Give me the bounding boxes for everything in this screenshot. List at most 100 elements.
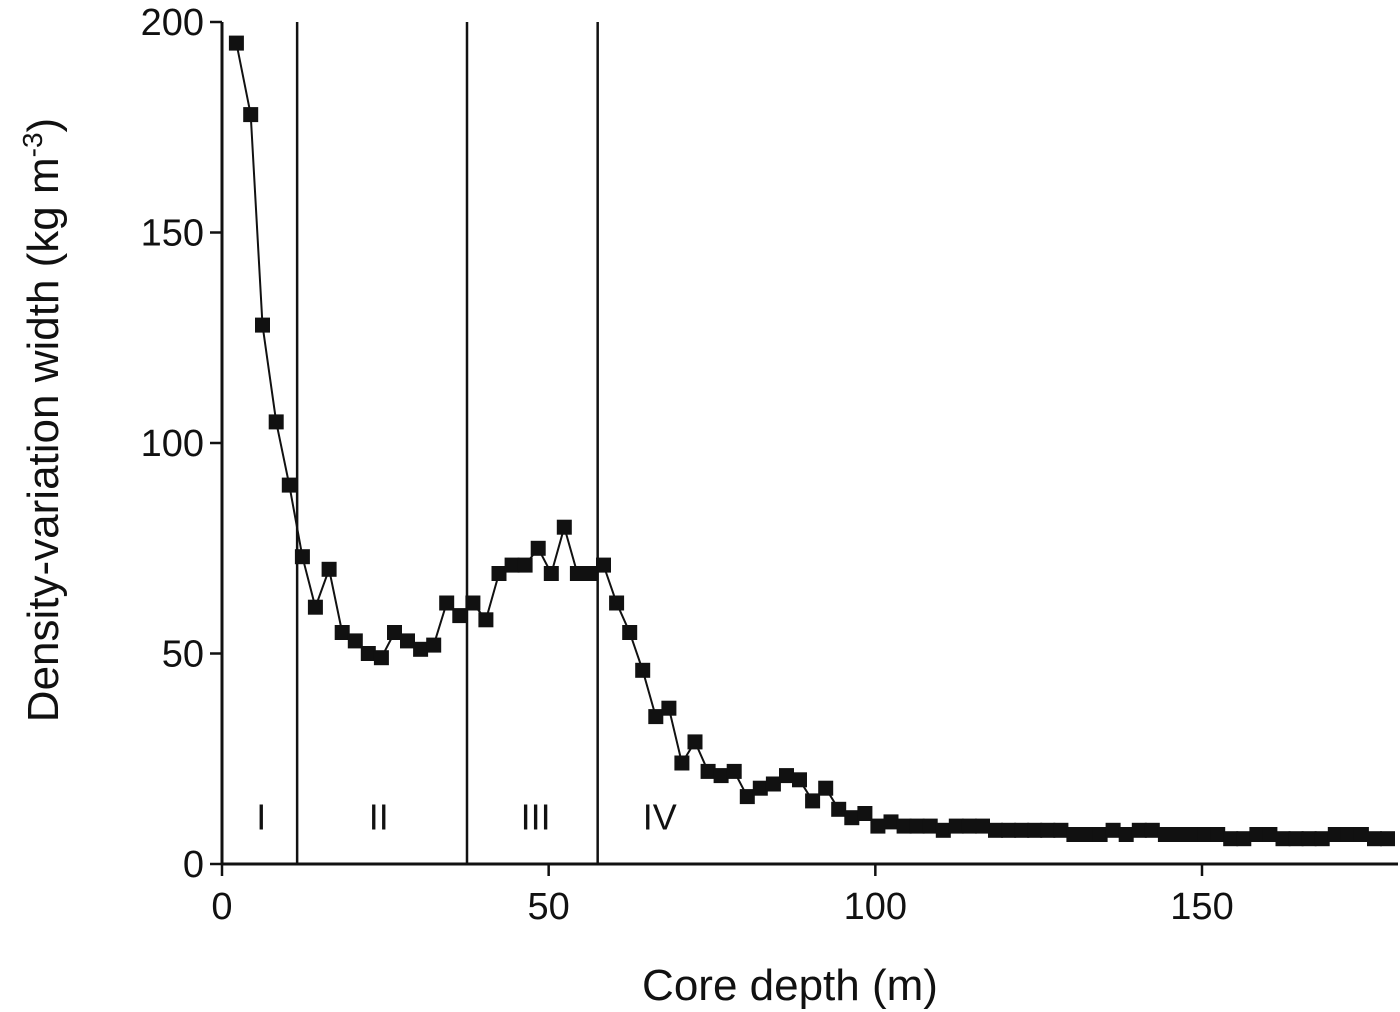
zone-label: I	[256, 797, 266, 838]
data-point	[1171, 827, 1186, 842]
data-point	[844, 810, 860, 826]
data-point	[752, 780, 768, 796]
data-point	[674, 755, 690, 771]
data-point	[543, 566, 559, 581]
data-point	[1314, 831, 1330, 847]
data-point	[294, 549, 310, 565]
y-tick-label: 150	[141, 213, 204, 255]
data-point	[1367, 831, 1382, 847]
data-point	[1327, 827, 1343, 842]
zone-label: III	[521, 797, 551, 838]
data-point	[622, 625, 638, 640]
data-point	[818, 780, 834, 796]
data-point	[596, 557, 611, 573]
data-point	[1131, 822, 1147, 838]
data-point	[491, 566, 507, 581]
data-point	[779, 768, 794, 784]
data-point	[1014, 822, 1030, 838]
data-point	[1301, 831, 1317, 847]
data-point	[268, 414, 284, 430]
y-axis-title: Density-variation width (kg m-3)	[17, 118, 68, 722]
data-point	[1027, 822, 1043, 838]
data-point	[1262, 827, 1278, 842]
y-axis-title-main: Density-variation width (kg m	[19, 157, 68, 722]
data-point	[1118, 827, 1134, 842]
data-point	[948, 818, 964, 834]
data-point	[1236, 831, 1252, 847]
data-point	[465, 595, 481, 611]
y-tick-label: 50	[162, 634, 204, 676]
data-point	[1353, 827, 1369, 842]
data-point	[360, 646, 376, 661]
x-tick-label: 100	[844, 886, 907, 928]
data-point	[883, 814, 899, 830]
data-point	[504, 557, 520, 573]
data-point	[988, 822, 1003, 838]
data-point	[387, 625, 402, 640]
data-series	[228, 35, 1395, 847]
axis-ticks: 0 50 100 150 0 50 100 150 200	[141, 2, 1234, 928]
data-point	[1053, 822, 1069, 838]
data-point	[321, 561, 337, 577]
data-point	[609, 595, 625, 611]
zone-label: IV	[643, 797, 677, 838]
data-point	[281, 477, 297, 493]
data-point	[556, 519, 572, 535]
data-point	[334, 625, 350, 640]
x-tick-label: 150	[1170, 886, 1233, 928]
data-point	[307, 599, 323, 615]
y-tick-label: 100	[141, 423, 204, 465]
data-point	[478, 612, 494, 628]
data-point	[1079, 827, 1095, 842]
data-point	[975, 818, 990, 834]
data-point	[530, 540, 546, 556]
data-point	[805, 793, 821, 809]
data-point	[1184, 827, 1199, 842]
data-point	[961, 818, 977, 834]
data-point	[243, 107, 259, 123]
data-point	[347, 633, 363, 649]
data-point	[909, 818, 925, 834]
y-tick-label: 0	[183, 844, 204, 886]
data-point	[661, 700, 677, 716]
data-point	[1275, 831, 1291, 847]
y-axis-title-superscript: -3	[17, 132, 48, 157]
data-point	[648, 709, 664, 725]
data-point	[517, 557, 533, 573]
zone-boundaries	[295, 22, 599, 864]
data-point	[1288, 831, 1304, 847]
data-point	[713, 768, 729, 784]
series-line	[235, 42, 1388, 840]
data-point	[857, 806, 873, 821]
data-point	[1380, 831, 1395, 847]
data-point	[1210, 827, 1226, 842]
axes	[220, 22, 1398, 866]
data-point	[1001, 822, 1017, 838]
data-point	[228, 35, 244, 51]
data-point	[1144, 822, 1160, 838]
data-point	[635, 662, 651, 678]
data-point	[922, 818, 938, 834]
x-tick-label: 0	[211, 886, 232, 928]
x-tick-label: 50	[528, 886, 570, 928]
data-point	[700, 763, 716, 779]
data-point	[935, 822, 951, 838]
data-point	[687, 734, 703, 750]
y-axis-title-close: )	[19, 118, 68, 133]
data-point	[400, 633, 415, 649]
data-point	[1066, 827, 1082, 842]
data-point	[831, 801, 847, 817]
data-point	[1157, 827, 1173, 842]
data-point	[439, 595, 455, 611]
data-point	[452, 608, 468, 624]
data-point	[896, 818, 912, 834]
data-point	[1223, 831, 1239, 847]
data-point	[1040, 822, 1056, 838]
data-point	[426, 637, 442, 653]
data-point	[255, 317, 270, 333]
data-point	[413, 641, 429, 657]
data-point	[373, 650, 389, 666]
data-point	[870, 818, 886, 834]
data-point	[1105, 822, 1121, 838]
